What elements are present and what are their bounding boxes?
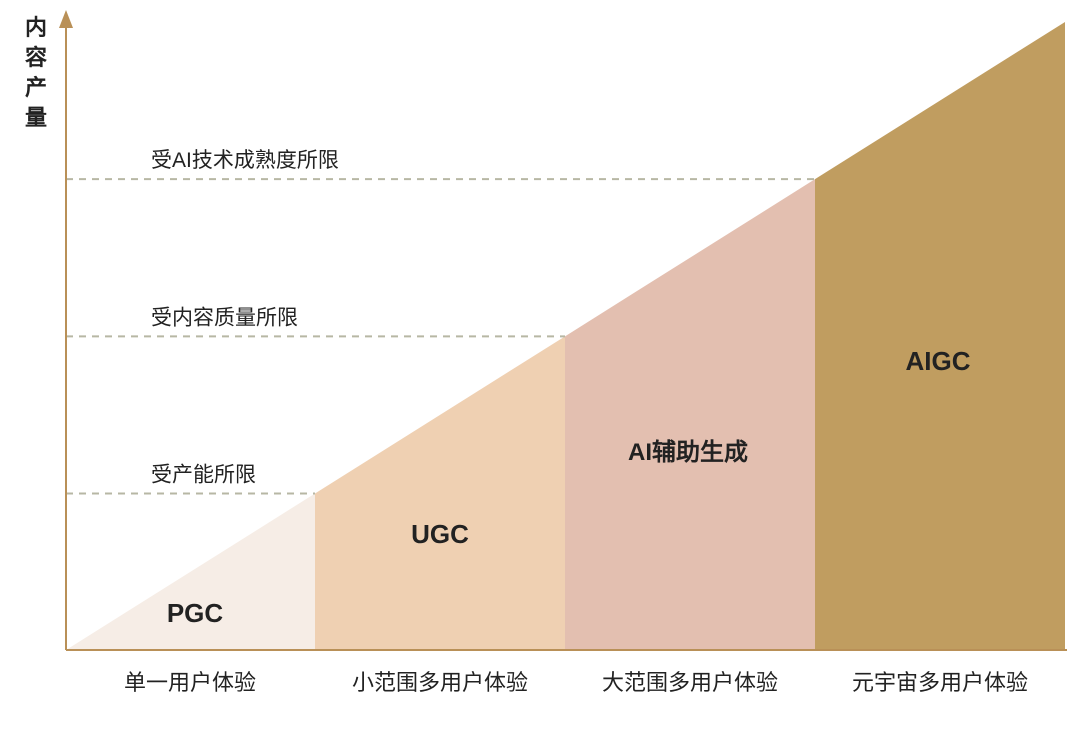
y-axis-label-char-2: 产 <box>25 75 47 100</box>
y-axis-label-char-0: 内 <box>25 15 47 40</box>
x-category-label-2: 大范围多用户体验 <box>602 670 778 695</box>
segment-area-2 <box>565 179 815 650</box>
x-category-label-3: 元宇宙多用户体验 <box>852 670 1028 695</box>
limit-label-0: 受产能所限 <box>151 463 256 486</box>
y-axis-label-char-1: 容 <box>25 45 47 70</box>
segment-label-0: PGC <box>167 598 224 628</box>
limit-label-1: 受内容质量所限 <box>151 306 298 329</box>
segment-label-3: AIGC <box>906 346 971 376</box>
segment-label-1: UGC <box>411 519 469 549</box>
limit-label-2: 受AI技术成熟度所限 <box>151 149 339 172</box>
chart-svg: 受产能所限 受内容质量所限 受AI技术成熟度所限 PGC UGC AI辅助生成 AIGC 单一… <box>0 0 1080 735</box>
segment-area-1 <box>315 336 565 650</box>
y-axis-label-char-3: 量 <box>25 105 47 130</box>
segment-label-2: AI辅助生成 <box>628 438 748 466</box>
segment-area-3 <box>815 22 1065 650</box>
content-production-chart: 受产能所限 受内容质量所限 受AI技术成熟度所限 PGC UGC AI辅助生成 AIGC 单一… <box>0 0 1080 735</box>
x-category-label-1: 小范围多用户体验 <box>352 670 528 695</box>
y-axis-arrow <box>59 10 73 28</box>
x-category-label-0: 单一用户体验 <box>124 670 256 695</box>
